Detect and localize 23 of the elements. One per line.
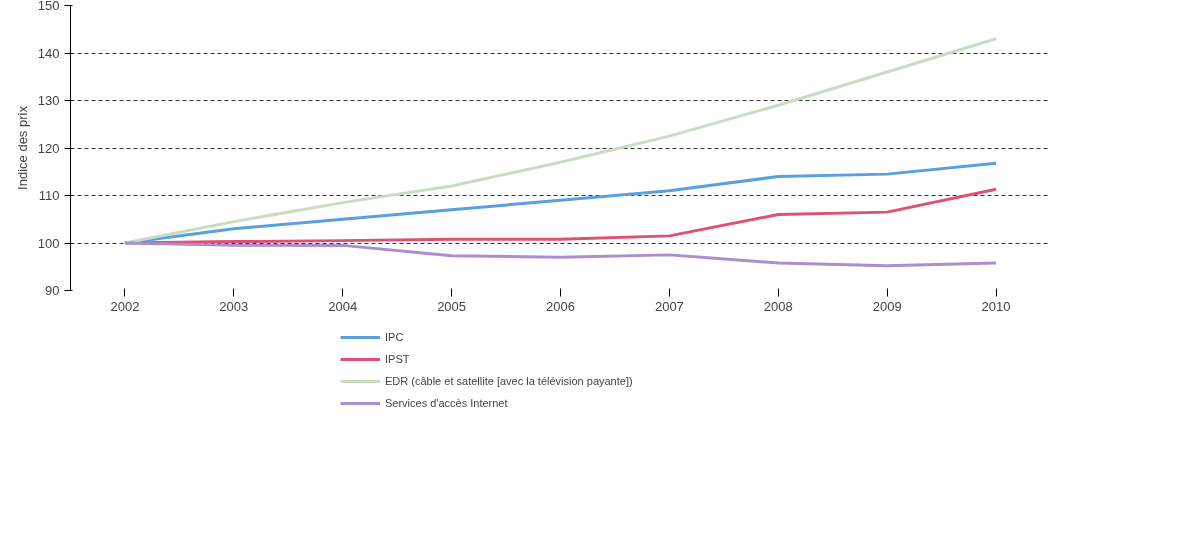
x-tick-label: 2009 xyxy=(872,298,902,314)
x-tick-label: 2007 xyxy=(654,298,684,314)
y-tick-label: 100 xyxy=(37,235,60,251)
x-tick-label: 2005 xyxy=(437,298,467,314)
x-tick-label: 2010 xyxy=(981,298,1011,314)
y-axis-title: Indice des prix xyxy=(14,105,30,190)
y-tick-label: 140 xyxy=(37,45,60,61)
x-tick-label: 2002 xyxy=(110,298,140,314)
x-tick-label: 2006 xyxy=(546,298,575,314)
legend-label: IPST xyxy=(385,353,410,365)
y-tick-label: 120 xyxy=(37,140,60,156)
y-tick-label: 90 xyxy=(45,283,60,298)
legend-label: IPC xyxy=(385,331,405,343)
line-series xyxy=(123,37,998,245)
y-tick-label: 130 xyxy=(37,93,60,108)
x-tick-label: 2008 xyxy=(763,298,793,314)
line-series xyxy=(123,241,998,268)
x-tick-label: 2003 xyxy=(219,298,249,314)
y-tick-label: 110 xyxy=(38,188,60,203)
y-tick-label: 150 xyxy=(37,0,60,13)
x-tick-label: 2004 xyxy=(328,298,358,314)
legend-label: Services d'accès Internet xyxy=(385,397,508,409)
legend-label: EDR (câble et satellite [avec la télévision payante]) xyxy=(385,375,633,387)
